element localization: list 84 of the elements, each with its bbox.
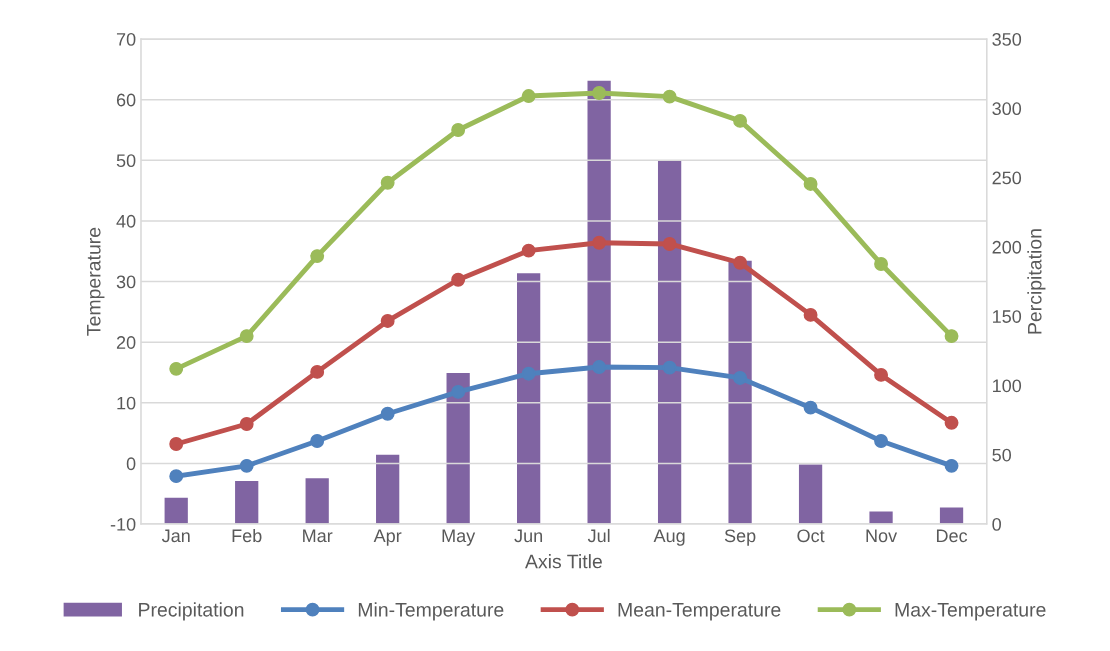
- point: [169, 361, 184, 376]
- point: [310, 434, 325, 448]
- x-tick-label: Oct: [797, 529, 825, 543]
- point: [944, 458, 959, 473]
- y-tick-label: 20: [116, 336, 136, 349]
- y2-tick-label: 150: [993, 310, 1022, 323]
- point: [592, 86, 607, 100]
- bar: [517, 273, 541, 525]
- y2-tick-label: 100: [993, 379, 1022, 393]
- point: [733, 371, 748, 385]
- point: [521, 243, 536, 258]
- point: [733, 113, 748, 128]
- point: [944, 415, 959, 430]
- x-tick-label: Jul: [587, 528, 610, 543]
- point: [874, 367, 889, 382]
- legend-label: Max-Temperature: [895, 603, 1046, 621]
- point: [662, 89, 677, 104]
- point: [944, 329, 959, 344]
- point: [662, 237, 677, 251]
- point: [803, 400, 818, 415]
- bar: [235, 481, 259, 525]
- point: [521, 89, 536, 103]
- x-tick-label: Mar: [303, 529, 333, 543]
- y2-tick-label: 250: [992, 171, 1022, 185]
- point: [169, 469, 184, 484]
- y-tick-label: 40: [116, 214, 136, 228]
- x-tick-label: Aug: [653, 529, 685, 546]
- point: [169, 437, 184, 451]
- x-tick-label: May: [442, 529, 476, 546]
- point: [733, 255, 748, 270]
- x-tick-label: Feb: [232, 528, 262, 543]
- point: [521, 366, 536, 381]
- point: [380, 314, 395, 328]
- legend-label: Min-Temperature: [358, 602, 504, 621]
- bar: [305, 478, 329, 525]
- point: [380, 406, 395, 421]
- y-tick-label: -10: [110, 517, 136, 531]
- x-tick-label: Dec: [936, 529, 968, 543]
- y-tick-label: 0: [126, 457, 136, 471]
- point: [451, 272, 466, 287]
- bar: [446, 373, 470, 525]
- bar: [869, 511, 893, 525]
- point: [592, 360, 607, 374]
- x-tick-label: Jun: [514, 529, 543, 543]
- bar: [164, 497, 188, 525]
- point: [874, 257, 889, 271]
- bar: [939, 507, 964, 525]
- y-tick-label: 30: [116, 275, 136, 289]
- point: [310, 364, 325, 379]
- x-axis-title: Axis Title: [525, 554, 602, 569]
- bar: [728, 260, 752, 525]
- x-tick-label: Sep: [724, 529, 756, 546]
- y2-tick-label: 0: [992, 517, 1001, 531]
- y-tick-label: 10: [117, 396, 136, 410]
- legend-label: Precipitation: [139, 602, 244, 621]
- y2-tick-label: 50: [992, 448, 1012, 462]
- point: [592, 235, 607, 250]
- bar: [657, 161, 682, 525]
- point: [239, 329, 254, 344]
- point: [662, 360, 677, 375]
- point: [451, 123, 466, 137]
- bar: [587, 80, 611, 525]
- y-tick-label: 70: [116, 32, 136, 46]
- point: [380, 175, 395, 190]
- point: [874, 434, 889, 448]
- bar: [376, 454, 400, 525]
- y-tick-label: 50: [116, 154, 136, 168]
- y-axis-title: Temperature: [87, 227, 105, 336]
- point: [310, 249, 325, 264]
- y2-tick-label: 200: [992, 240, 1022, 254]
- y2-tick-label: 350: [992, 32, 1022, 46]
- x-tick-label: Apr: [373, 529, 402, 546]
- x-tick-label: Nov: [866, 529, 898, 543]
- point: [239, 417, 254, 431]
- point: [239, 458, 254, 473]
- point: [803, 177, 818, 191]
- point: [803, 307, 818, 322]
- legend-label: Mean-Temperature: [618, 603, 781, 621]
- point: [451, 384, 466, 399]
- y2-axis-title: Percipitation: [1027, 229, 1046, 334]
- bar: [798, 464, 823, 525]
- y2-tick-label: 300: [992, 102, 1022, 116]
- y-tick-label: 60: [116, 93, 136, 107]
- x-tick-label: Jan: [161, 529, 190, 543]
